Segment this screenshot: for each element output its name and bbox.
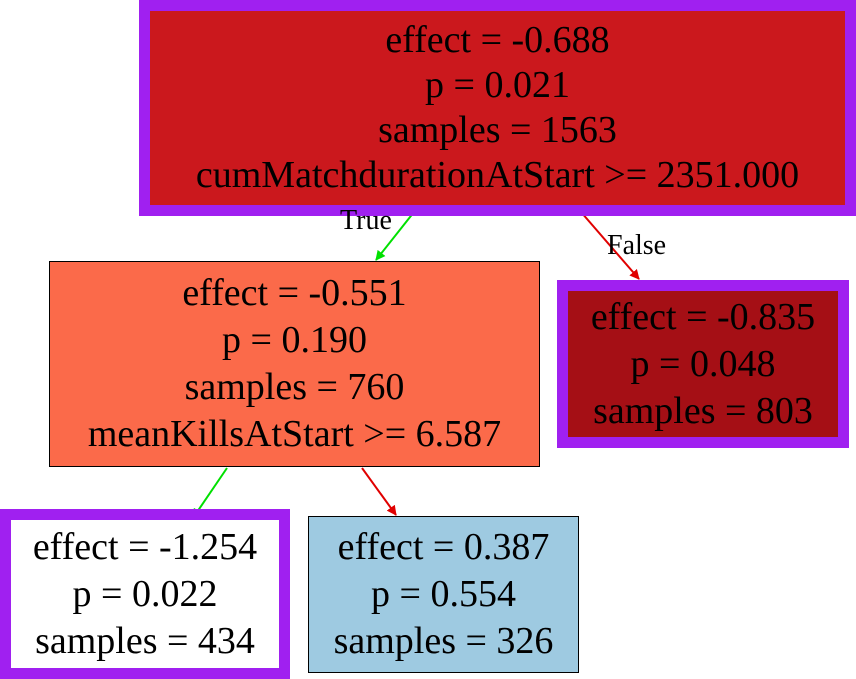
node-effect: effect = -0.551 bbox=[182, 272, 407, 314]
edge-label-true: True bbox=[340, 205, 392, 236]
tree-node-right: effect = -0.835 p = 0.048 samples = 803 bbox=[557, 280, 849, 448]
tree-node-left-left: effect = -1.254 p = 0.022 samples = 434 bbox=[0, 509, 290, 679]
edge-label-false: False bbox=[607, 230, 667, 261]
node-split-rule: cumMatchdurationAtStart >= 2351.000 bbox=[195, 154, 800, 196]
node-samples: samples = 434 bbox=[35, 619, 255, 662]
node-effect: effect = 0.387 bbox=[337, 526, 550, 568]
node-samples: samples = 760 bbox=[184, 366, 405, 408]
node-p-value: p = 0.022 bbox=[72, 572, 218, 615]
edge-left-to-left-right bbox=[361, 467, 397, 516]
node-effect: effect = -1.254 bbox=[32, 525, 258, 568]
node-samples: samples = 1563 bbox=[378, 109, 617, 151]
node-samples: samples = 803 bbox=[593, 389, 813, 432]
node-p-value: p = 0.021 bbox=[425, 64, 570, 106]
node-split-rule: meanKillsAtStart >= 6.587 bbox=[87, 413, 502, 455]
node-p-value: p = 0.048 bbox=[630, 342, 776, 385]
tree-node-root: effect = -0.688 p = 0.021 samples = 1563… bbox=[139, 0, 856, 216]
edge-root-to-right bbox=[580, 211, 640, 280]
node-p-value: p = 0.554 bbox=[371, 573, 516, 615]
node-effect: effect = -0.835 bbox=[590, 295, 816, 338]
node-effect: effect = -0.688 bbox=[385, 19, 610, 61]
edge-root-to-left bbox=[375, 211, 415, 261]
node-p-value: p = 0.190 bbox=[222, 319, 367, 361]
node-samples: samples = 326 bbox=[333, 620, 554, 662]
tree-node-left-right: effect = 0.387 p = 0.554 samples = 326 bbox=[308, 516, 579, 673]
tree-node-left: effect = -0.551 p = 0.190 samples = 760 … bbox=[49, 261, 540, 467]
